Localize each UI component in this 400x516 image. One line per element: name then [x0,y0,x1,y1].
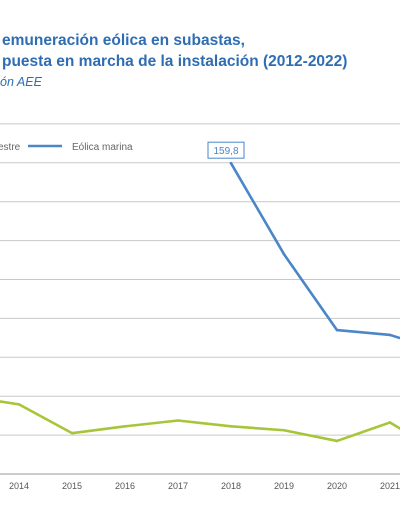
x-tick-label: 2021 [380,481,400,491]
data-point [70,431,74,435]
data-point [282,428,286,432]
x-tick-label: 2019 [274,481,294,491]
legend-label-0: estre [0,142,21,153]
data-point [176,419,180,422]
series-line-1 [229,161,400,340]
legend-label-1: Eólica marina [72,142,133,153]
annotation-box [207,141,245,159]
x-tick-label: 2017 [168,481,188,491]
data-point [229,425,233,428]
annotation-label: 159,8 [213,146,238,157]
chart-title-line-1: emuneración eólica en subastas, [2,32,245,49]
data-point [123,425,127,428]
series-line-0 [0,400,400,443]
data-point [335,439,339,443]
data-point [388,333,392,337]
x-tick-label: 2016 [115,481,135,491]
x-tick-label: 2018 [221,481,241,491]
data-point [282,252,286,256]
x-tick-label: 2014 [9,481,29,491]
data-point [335,328,339,332]
chart-title-line-2: puesta en marcha de la instalación (2012… [2,53,348,70]
data-point [388,421,392,424]
x-tick-label: 2020 [327,481,347,491]
x-tick-label: 2015 [62,481,82,491]
data-point [229,161,233,165]
data-point [17,403,21,406]
chart-source: ón AEE [0,75,42,89]
